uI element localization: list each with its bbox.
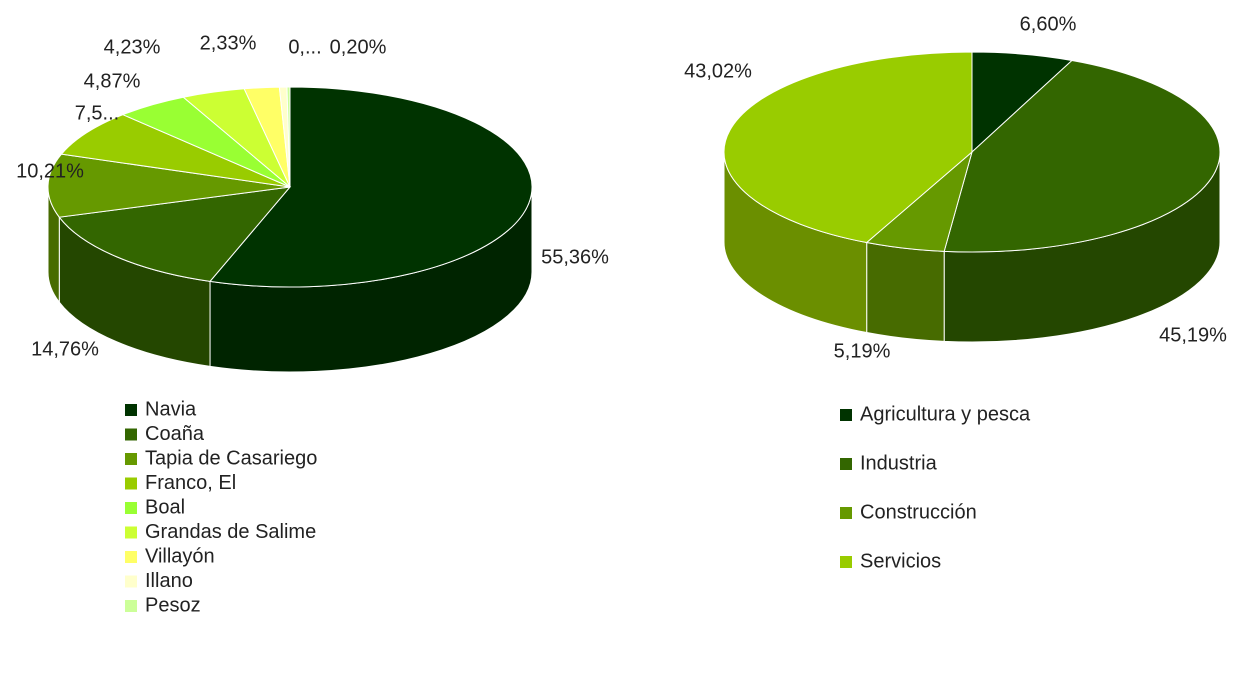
data-label: 55,36%: [541, 246, 609, 268]
data-label: 14,76%: [31, 338, 99, 360]
legend-label: Franco, El: [145, 472, 236, 494]
legend-swatch: [840, 409, 852, 421]
data-label: 10,21%: [16, 160, 84, 182]
slice: [943, 59, 1221, 253]
legend-swatch: [125, 526, 137, 539]
legend-label: Industria: [860, 452, 938, 474]
legend-swatch: [125, 477, 137, 490]
data-label: 0,20%: [330, 36, 387, 58]
slice: [58, 186, 292, 282]
legend-label: Servicios: [860, 550, 941, 572]
slice: [60, 114, 291, 188]
legend-label: Boal: [145, 496, 185, 518]
legend-swatch: [125, 502, 137, 514]
data-label: 0,...: [288, 36, 321, 58]
slice: [723, 51, 973, 244]
legend-label: Agricultura y pesca: [860, 403, 1031, 425]
slice: [286, 86, 291, 188]
legend-label: Navia: [145, 398, 197, 420]
slice-side: [866, 241, 945, 342]
legend-label: Tapia de Casariego: [145, 447, 317, 469]
slice: [47, 153, 291, 218]
legend-swatch: [125, 551, 137, 563]
legend-swatch: [125, 600, 137, 612]
legend-label: Coaña: [145, 423, 205, 445]
data-label: 43,02%: [684, 60, 752, 82]
legend-swatch: [125, 575, 137, 588]
legend-label: Pesoz: [145, 594, 201, 616]
data-label: 2,33%: [200, 32, 257, 54]
data-label: 7,5...: [75, 102, 119, 124]
slice: [209, 86, 533, 288]
data-label: 45,19%: [1159, 324, 1227, 346]
legend-label: Illano: [145, 570, 193, 592]
legend-label: Grandas de Salime: [145, 521, 316, 543]
legend-swatch: [840, 507, 852, 519]
legend-swatch: [840, 556, 852, 568]
legend-swatch: [125, 453, 137, 465]
legend-label: Construcción: [860, 501, 977, 523]
data-label: 5,19%: [834, 340, 891, 362]
legend-swatch: [125, 404, 137, 416]
legend-swatch: [840, 458, 852, 470]
legend-swatch: [125, 428, 137, 441]
data-label: 6,60%: [1020, 13, 1077, 35]
data-label: 4,23%: [104, 36, 161, 58]
legend-label: Villayón: [145, 545, 215, 567]
data-label: 4,87%: [84, 70, 141, 92]
